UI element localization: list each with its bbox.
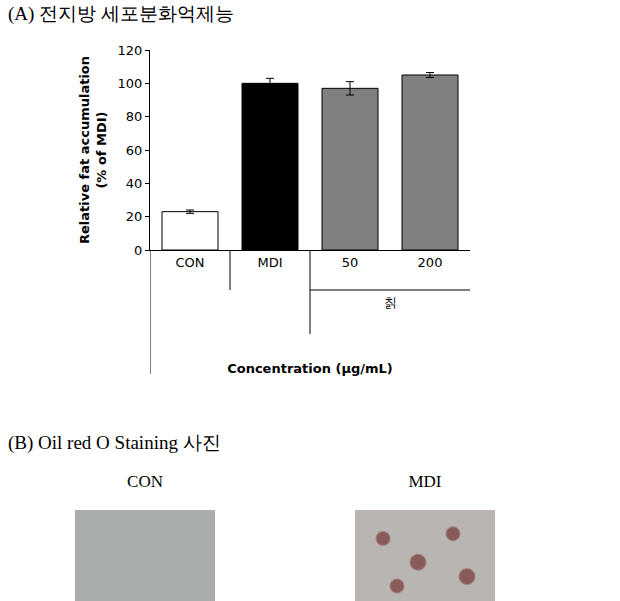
svg-text:0: 0 — [134, 243, 142, 258]
svg-text:Relative fat accumulation(% of: Relative fat accumulation(% of MDI) — [77, 56, 109, 244]
html-text:CON: CON — [127, 472, 163, 491]
svg-text:120: 120 — [118, 43, 143, 58]
svg-text:(A) 전지방 세포분화억제능: (A) 전지방 세포분화억제능 — [8, 3, 234, 25]
html-text:MDI: MDI — [408, 472, 442, 491]
svg-text:80: 80 — [126, 109, 143, 124]
svg-text:Concentration (μg/mL): Concentration (μg/mL) — [227, 361, 393, 376]
svg-text:100: 100 — [118, 76, 143, 91]
svg-text:200: 200 — [418, 255, 443, 270]
svg-text:CON: CON — [175, 255, 204, 270]
svg-text:20: 20 — [126, 209, 143, 224]
svg-text:40: 40 — [126, 176, 143, 191]
svg-text:50: 50 — [342, 255, 359, 270]
svg-text:60: 60 — [126, 143, 143, 158]
svg-text:MDI: MDI — [257, 255, 282, 270]
html-text:(B) Oil red O Staining 사진: (B) Oil red O Staining 사진 — [8, 432, 221, 453]
svg-text:칡: 칡 — [384, 295, 397, 310]
